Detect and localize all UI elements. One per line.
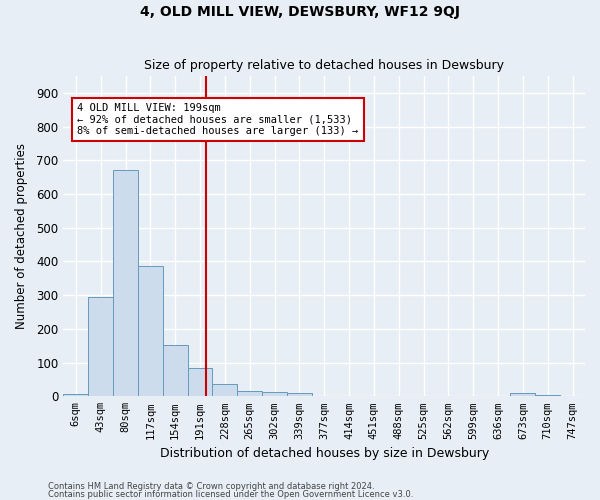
Bar xyxy=(535,394,560,396)
Bar xyxy=(113,170,138,396)
Bar xyxy=(511,393,535,396)
Bar xyxy=(188,368,212,396)
Bar xyxy=(64,394,88,396)
Text: Contains HM Land Registry data © Crown copyright and database right 2024.: Contains HM Land Registry data © Crown c… xyxy=(48,482,374,491)
Y-axis label: Number of detached properties: Number of detached properties xyxy=(15,143,28,329)
Text: Contains public sector information licensed under the Open Government Licence v3: Contains public sector information licen… xyxy=(48,490,413,499)
Bar xyxy=(88,298,113,396)
Bar xyxy=(163,345,188,397)
Text: 4, OLD MILL VIEW, DEWSBURY, WF12 9QJ: 4, OLD MILL VIEW, DEWSBURY, WF12 9QJ xyxy=(140,5,460,19)
Bar xyxy=(262,392,287,396)
X-axis label: Distribution of detached houses by size in Dewsbury: Distribution of detached houses by size … xyxy=(160,447,489,460)
Bar xyxy=(287,393,312,396)
Title: Size of property relative to detached houses in Dewsbury: Size of property relative to detached ho… xyxy=(144,59,504,72)
Text: 4 OLD MILL VIEW: 199sqm
← 92% of detached houses are smaller (1,533)
8% of semi-: 4 OLD MILL VIEW: 199sqm ← 92% of detache… xyxy=(77,103,358,136)
Bar xyxy=(212,384,237,396)
Bar xyxy=(138,266,163,396)
Bar xyxy=(237,391,262,396)
